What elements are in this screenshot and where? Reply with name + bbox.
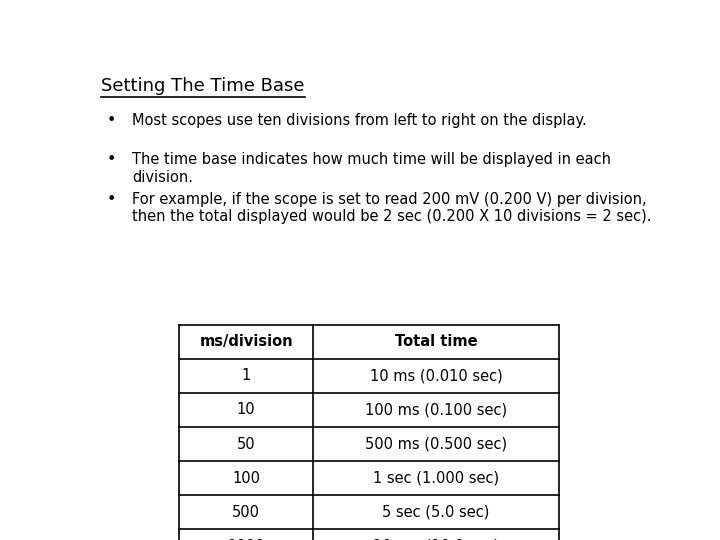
Text: For example, if the scope is set to read 200 mV (0.200 V) per division,
then the: For example, if the scope is set to read… [132, 192, 652, 224]
Text: 10 ms (0.010 sec): 10 ms (0.010 sec) [369, 368, 503, 383]
Text: Most scopes use ten divisions from left to right on the display.: Most scopes use ten divisions from left … [132, 113, 587, 127]
Text: Total time: Total time [395, 334, 477, 349]
Text: 1 sec (1.000 sec): 1 sec (1.000 sec) [373, 470, 499, 485]
Text: •: • [107, 192, 116, 207]
Text: 100: 100 [233, 470, 260, 485]
Text: •: • [107, 152, 116, 167]
Text: Setting The Time Base: Setting The Time Base [101, 77, 305, 95]
Text: 500 ms (0.500 sec): 500 ms (0.500 sec) [365, 436, 507, 451]
Text: •: • [107, 113, 116, 127]
Text: 10: 10 [237, 402, 256, 417]
Text: 50: 50 [237, 436, 256, 451]
Text: 5 sec (5.0 sec): 5 sec (5.0 sec) [382, 505, 490, 519]
Text: The time base indicates how much time will be displayed in each
division.: The time base indicates how much time wi… [132, 152, 611, 185]
Text: 1: 1 [242, 368, 251, 383]
Text: 100 ms (0.100 sec): 100 ms (0.100 sec) [365, 402, 507, 417]
Text: 1000: 1000 [228, 539, 265, 540]
Text: 500: 500 [233, 505, 260, 519]
Text: ms/division: ms/division [199, 334, 293, 349]
Text: 10 sec (10.0 sec): 10 sec (10.0 sec) [373, 539, 499, 540]
